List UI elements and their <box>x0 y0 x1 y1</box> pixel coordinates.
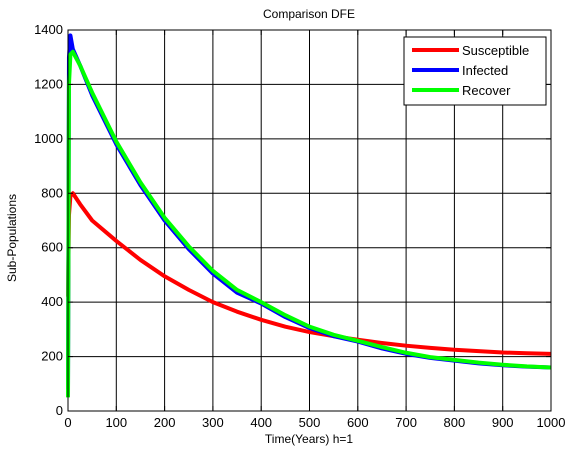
x-tick-label: 600 <box>347 415 369 430</box>
y-axis-label: Sub-Populations <box>5 194 19 282</box>
series-line-susceptible <box>66 191 552 356</box>
y-tick-label: 1000 <box>34 131 63 146</box>
series-lines <box>66 33 552 398</box>
legend-label-susceptible: Susceptible <box>462 43 529 58</box>
legend: Susceptible Infected Recover <box>403 36 547 106</box>
legend-label-recover: Recover <box>462 83 511 98</box>
y-tick-label: 1200 <box>34 76 63 91</box>
x-tick-label: 700 <box>395 415 417 430</box>
y-tick-label: 800 <box>41 185 63 200</box>
x-tick-label: 400 <box>250 415 272 430</box>
series-line-recover <box>66 49 552 398</box>
y-tick-label: 1400 <box>34 22 63 37</box>
y-tick-label: 400 <box>41 294 63 309</box>
x-tick-label: 100 <box>105 415 127 430</box>
axis-ticks <box>67 29 552 412</box>
y-tick-label: 200 <box>41 349 63 364</box>
legend-label-infected: Infected <box>462 63 508 78</box>
x-axis-label: Time(Years) h=1 <box>265 432 353 446</box>
x-tick-label: 0 <box>64 415 71 430</box>
y-tick-label: 0 <box>56 403 63 418</box>
y-tick-labels: 0 200 400 600 800 1000 1200 1400 <box>34 22 63 418</box>
chart-title: Comparison DFE <box>263 7 355 21</box>
y-tick-label: 600 <box>41 240 63 255</box>
x-tick-label: 900 <box>492 415 514 430</box>
x-tick-label: 1000 <box>537 415 566 430</box>
x-tick-label: 300 <box>202 415 224 430</box>
x-tick-label: 800 <box>444 415 466 430</box>
x-tick-label: 500 <box>299 415 321 430</box>
x-tick-label: 200 <box>154 415 176 430</box>
legend-items: Susceptible Infected Recover <box>412 43 529 98</box>
x-tick-labels: 0 100 200 300 400 500 600 700 800 900 1000 <box>64 415 565 430</box>
